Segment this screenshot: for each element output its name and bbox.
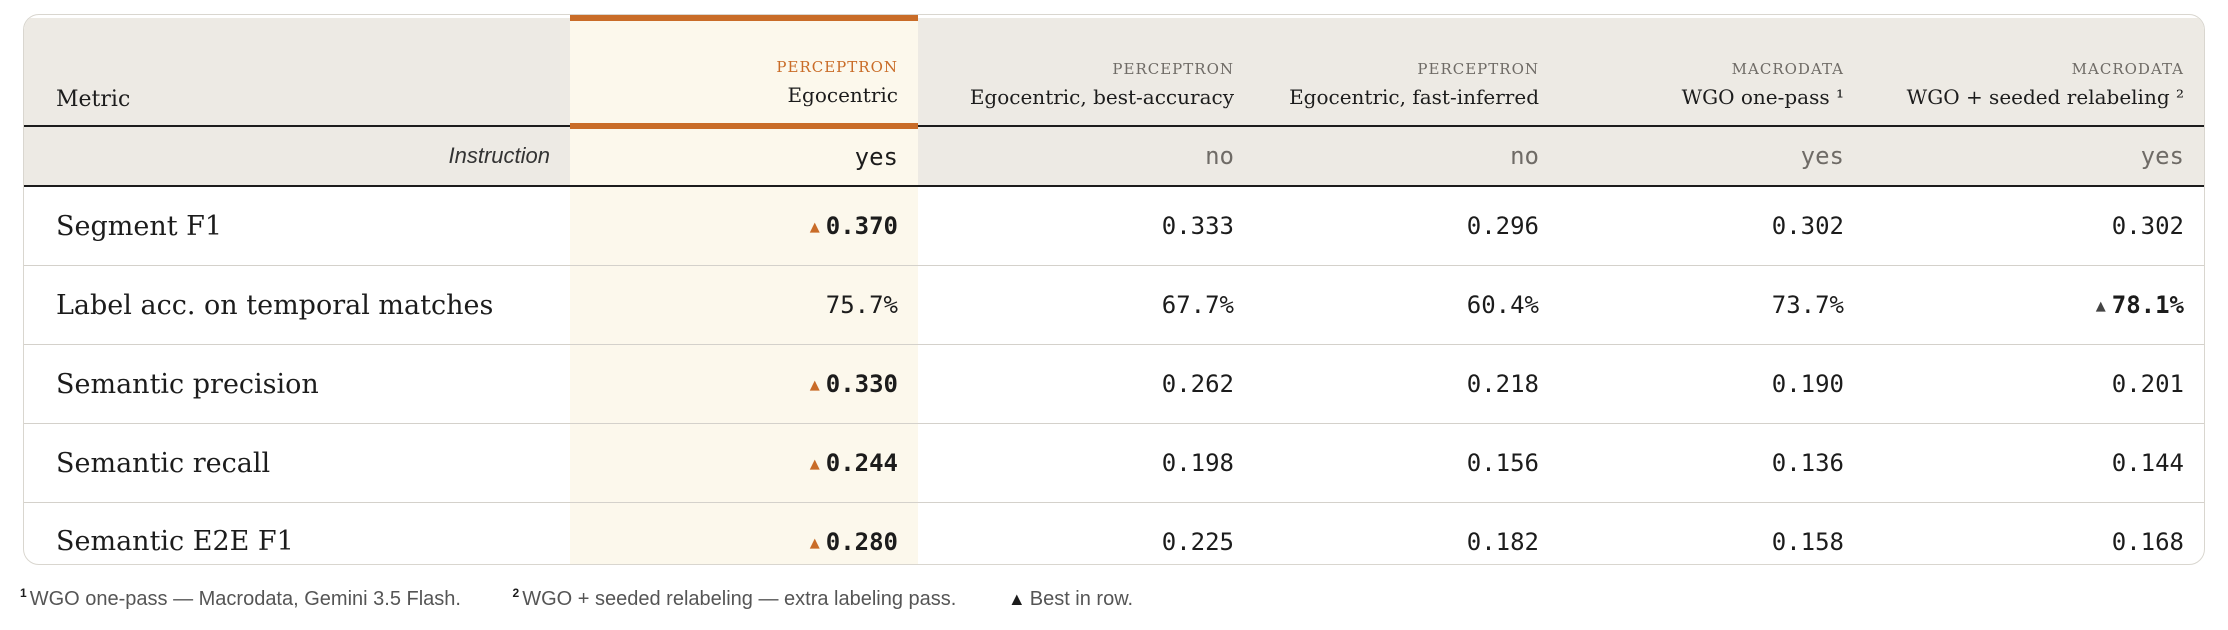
best-triangle-icon: ▲ bbox=[809, 457, 820, 472]
metric-value: ▲ 0.280 bbox=[570, 502, 918, 564]
best-value: 0.330 bbox=[825, 370, 898, 398]
instruction-value: yes bbox=[570, 126, 918, 187]
metric-column-header: Metric bbox=[24, 18, 570, 127]
metric-name: Semantic E2E F1 bbox=[56, 526, 294, 557]
metric-value: 0.156 bbox=[1254, 423, 1559, 503]
column-provider: PERCEPTRON bbox=[1112, 60, 1234, 78]
metric-value: 0.190 bbox=[1559, 344, 1864, 424]
best-triangle-icon: ▲ bbox=[809, 535, 820, 551]
instruction-label: Instruction bbox=[24, 126, 570, 187]
metric-value: 60.4% bbox=[1254, 265, 1559, 345]
metric-name: Semantic recall bbox=[24, 423, 570, 503]
metric-value: 67.7% bbox=[918, 265, 1254, 345]
instruction-value: yes bbox=[1559, 126, 1864, 187]
best-value: 0.280 bbox=[825, 527, 898, 556]
table-row: Label acc. on temporal matches 75.7% 67.7%… bbox=[24, 265, 2204, 345]
metric-value: 0.201 bbox=[1864, 344, 2204, 424]
metric-name: Segment F1 bbox=[24, 186, 570, 266]
metric-value: 0.225 bbox=[1161, 527, 1234, 556]
metric-value: ▲ 0.370 bbox=[570, 186, 918, 266]
metric-value: ▲ 78.1% bbox=[1864, 265, 2204, 345]
column-provider: PERCEPTRON bbox=[1417, 60, 1539, 78]
column-header-egocentric-best-accuracy: PERCEPTRON Egocentric, best-accuracy bbox=[918, 18, 1254, 127]
metric-value: 0.168 bbox=[2111, 527, 2184, 556]
instruction-value: no bbox=[918, 126, 1254, 187]
best-triangle-icon: ▲ bbox=[2095, 299, 2106, 314]
instruction-value: no bbox=[1254, 126, 1559, 187]
footnote-mark: 1 bbox=[20, 586, 27, 600]
footnote-2: 2 WGO + seeded relabeling — extra labelin… bbox=[513, 586, 957, 611]
column-header-wgo-one-pass: MACRODATA WGO one-pass ¹ bbox=[1559, 18, 1864, 127]
best-value: 0.244 bbox=[825, 449, 898, 477]
table-row: Segment F1 ▲ 0.370 0.333 0.296 0.302 0.302 bbox=[24, 186, 2204, 266]
metric-value: 0.158 bbox=[1771, 527, 1844, 556]
metric-value: 0.262 bbox=[918, 344, 1254, 424]
column-variant: Egocentric bbox=[787, 83, 898, 107]
metric-value: 0.302 bbox=[1559, 186, 1864, 266]
metric-value: 0.302 bbox=[1864, 186, 2204, 266]
column-variant: Egocentric, fast-inferred bbox=[1289, 85, 1539, 109]
column-provider: MACRODATA bbox=[2071, 60, 2184, 78]
column-provider: PERCEPTRON bbox=[776, 58, 898, 76]
instruction-value: yes bbox=[1864, 126, 2204, 187]
column-header-egocentric-fast-inferred: PERCEPTRON Egocentric, fast-inferred bbox=[1254, 18, 1559, 127]
metric-value: ▲ 0.244 bbox=[570, 423, 918, 503]
footnote-text: Best in row. bbox=[1029, 588, 1134, 610]
header-row: Metric PERCEPTRON Egocentric PERCEPTRON … bbox=[24, 15, 2204, 129]
results-table-card: Metric PERCEPTRON Egocentric PERCEPTRON … bbox=[23, 14, 2205, 565]
footnote-legend: ▲ Best in row. bbox=[1008, 588, 1133, 611]
table-row: Semantic precision ▲ 0.330 0.262 0.218 0.190 0… bbox=[24, 344, 2204, 424]
best-triangle-icon: ▲ bbox=[809, 378, 820, 393]
results-table: Metric PERCEPTRON Egocentric PERCEPTRON … bbox=[24, 15, 2204, 564]
column-variant: WGO + seeded relabeling ² bbox=[1906, 85, 2184, 109]
metric-value: 0.144 bbox=[1864, 423, 2204, 503]
metric-value: 0.198 bbox=[918, 423, 1254, 503]
instruction-row: Instruction yes no no yes yes bbox=[24, 126, 2204, 187]
metric-value: 0.296 bbox=[1254, 186, 1559, 266]
best-value: 78.1% bbox=[2111, 291, 2184, 319]
metric-name: Semantic precision bbox=[24, 344, 570, 424]
column-variant: WGO one-pass ¹ bbox=[1681, 85, 1844, 109]
column-header-wgo-seeded-relabeling: MACRODATA WGO + seeded relabeling ² bbox=[1864, 18, 2204, 127]
metric-value: ▲ 0.330 bbox=[570, 344, 918, 424]
footnote-mark: 2 bbox=[512, 586, 520, 600]
column-variant: Egocentric, best-accuracy bbox=[969, 85, 1234, 109]
best-value: 0.370 bbox=[825, 212, 898, 240]
footnote-text: WGO one-pass — Macrodata, Gemini 3.5 Fla… bbox=[29, 588, 461, 610]
column-provider: MACRODATA bbox=[1731, 60, 1844, 78]
table-row: Semantic E2E F1 ▲ 0.280 0.225 0.182 0.158 0.16… bbox=[24, 502, 2204, 564]
table-row: Semantic recall ▲ 0.244 0.198 0.156 0.136 0.14… bbox=[24, 423, 2204, 503]
column-header-egocentric: PERCEPTRON Egocentric bbox=[570, 15, 918, 129]
footnotes: 1 WGO one-pass — Macrodata, Gemini 3.5 Fl… bbox=[20, 586, 1179, 611]
best-triangle-icon: ▲ bbox=[1007, 589, 1026, 609]
best-triangle-icon: ▲ bbox=[809, 220, 820, 235]
metric-value: 0.333 bbox=[918, 186, 1254, 266]
metric-name: Label acc. on temporal matches bbox=[24, 265, 570, 345]
metric-value: 0.218 bbox=[1254, 344, 1559, 424]
footnote-1: 1 WGO one-pass — Macrodata, Gemini 3.5 Fl… bbox=[20, 586, 461, 611]
metric-value: 73.7% bbox=[1559, 265, 1864, 345]
metric-value: 0.182 bbox=[1466, 527, 1539, 556]
metric-value: 0.136 bbox=[1559, 423, 1864, 503]
footnote-text: WGO + seeded relabeling — extra labeling… bbox=[522, 588, 957, 610]
metric-value: 75.7% bbox=[570, 265, 918, 345]
